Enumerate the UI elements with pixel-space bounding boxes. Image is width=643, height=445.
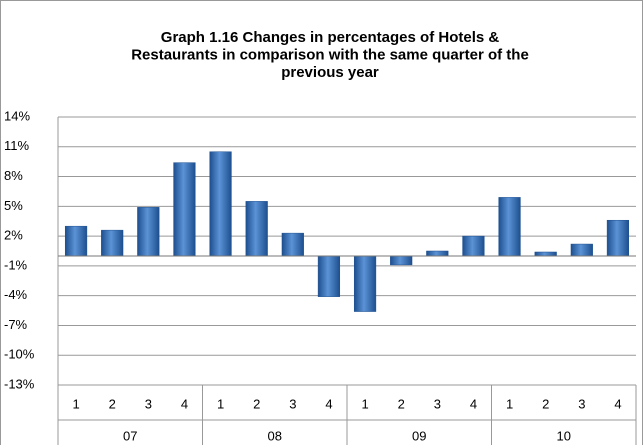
chart-title: Graph 1.16 Changes in percentages of Hot… [161,29,500,46]
x-tick-label: 3 [434,396,441,411]
y-tick-label: 14% [4,108,30,123]
bar [353,255,377,312]
bar [390,255,413,266]
bar [101,229,124,257]
y-tick-label: 5% [4,198,23,213]
group-label: 07 [123,428,137,443]
bar [137,207,160,257]
x-tick-label: 1 [72,396,79,411]
bar [570,243,593,257]
x-tick-label: 4 [614,396,621,411]
x-tick-label: 2 [253,396,260,411]
y-tick-label: -13% [4,376,35,391]
x-tick-label: 1 [361,396,368,411]
x-tick-label: 2 [398,396,405,411]
y-tick-label: -4% [4,287,28,302]
x-tick-label: 2 [542,396,549,411]
bar [426,250,449,257]
x-tick-label: 2 [109,396,116,411]
bar [317,255,341,297]
y-tick-label: -7% [4,317,28,332]
x-tick-label: 3 [145,396,152,411]
y-tick-label: 11% [4,138,29,153]
y-tick-label: 2% [4,228,23,243]
bar [64,225,88,257]
group-label: 09 [412,428,426,443]
y-tick-label: 8% [4,168,23,183]
bar [606,219,630,257]
x-tick-label: 4 [325,396,332,411]
bar [498,197,521,257]
x-tick-label: 1 [506,396,513,411]
bar [173,162,196,257]
bar [209,151,232,257]
bar [281,232,304,257]
bar [245,201,268,257]
group-label: 10 [557,428,571,443]
x-tick-label: 3 [289,396,296,411]
y-tick-label: -10% [4,347,35,362]
bar [534,251,557,257]
x-tick-label: 3 [578,396,585,411]
x-tick-label: 4 [181,396,188,411]
x-tick-label: 1 [217,396,224,411]
x-tick-label: 4 [470,396,477,411]
chart-title: Restaurants in comparison with the same … [131,46,529,63]
chart-title: previous year [281,64,379,81]
y-tick-label: -1% [4,257,28,272]
bar [462,235,485,257]
group-label: 08 [268,428,282,443]
